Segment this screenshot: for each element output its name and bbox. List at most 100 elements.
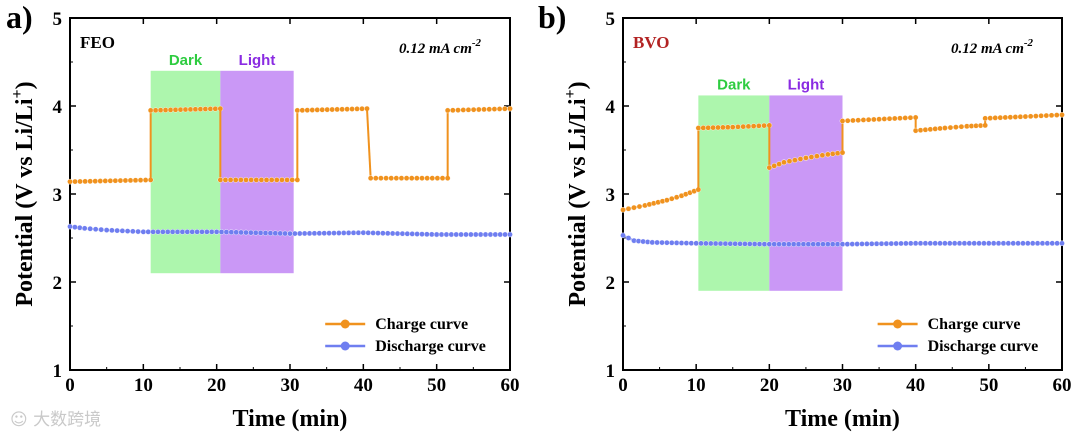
discharge-curve-point [76,224,83,231]
discharge-curve-point [956,240,963,247]
y-axis-label: Potential (V vs Li/Li+) [9,81,38,306]
discharge-curve-point [109,227,115,234]
y-tick-label: 2 [53,273,63,294]
discharge-curve-point [130,228,136,235]
discharge-curve-point [659,239,665,246]
x-tick-label: 20 [207,375,226,396]
region-dark [150,70,221,274]
charge-curve-point [309,107,316,113]
charge-curve-point [238,177,244,183]
discharge-curve-point [776,241,782,247]
discharge-curve-point [912,240,919,247]
discharge-curve-point [160,229,166,235]
discharge-curve-point [786,241,792,247]
charge-curve-point [137,177,144,183]
discharge-curve-point [820,241,826,247]
discharge-curve-point [849,241,856,247]
discharge-curve-point [262,230,269,236]
charge-curve-point [268,177,275,183]
charge-curve-point [294,107,301,114]
charge-curve-point [735,124,741,130]
discharge-curve-point [810,241,817,247]
y-tick-label: 4 [606,97,616,118]
y-axis-label: Potential (V vs Li/Li+) [562,81,591,306]
charge-curve-point [937,125,943,132]
discharge-curve-point [883,240,890,247]
charge-curve-point [289,177,296,183]
charge-curve-point [212,105,219,112]
discharge-curve-point [438,231,445,238]
charge-curve-point [455,107,461,113]
charge-curve-point [860,117,867,123]
charge-curve-point [803,155,809,161]
discharge-curve-point [375,230,381,236]
charge-curve-point [673,194,680,201]
charge-curve-point [349,106,355,112]
charge-curve-point [636,203,643,210]
charge-curve-point [1048,112,1055,119]
charge-curve-point [907,114,914,121]
charge-curve-point [814,153,820,159]
charge-curve-point [177,106,184,113]
charge-curve-point [398,175,405,181]
charge-curve-point [792,157,798,163]
y-tick-label: 4 [53,97,63,118]
discharge-curve-point [87,225,93,232]
charge-curve-point [414,175,420,181]
charge-curve-point [486,106,493,113]
discharge-curve-point [350,230,357,236]
discharge-curve-point [184,229,191,235]
charge-curve-point [1002,114,1009,121]
discharge-curve-point [942,240,948,247]
current-density-label: 0.12 mA cm-2 [951,37,1034,57]
legend-label-discharge-curve: Discharge curve [928,338,1039,355]
charge-curve-point [953,124,959,130]
charge-curve-point [383,175,389,181]
discharge-curve-point [472,231,479,238]
charge-curve-point [450,107,456,114]
discharge-curve-point [1049,240,1056,247]
discharge-curve-point [277,230,284,237]
charge-curve-point [273,177,280,183]
discharge-curve-point [267,230,274,236]
discharge-curve-point [124,228,131,234]
discharge-curve-point [1039,240,1046,247]
discharge-curve-point [301,230,308,237]
charge-curve-point [786,158,793,165]
discharge-curve-point [990,240,997,247]
discharge-curve-point [419,231,425,237]
discharge-curve-point [620,232,626,239]
charge-curve-point [127,177,134,184]
discharge-curve-point [409,231,416,237]
legend-marker-charge-curve [893,319,903,329]
discharge-curve-point [243,229,249,236]
charge-curve-point [434,175,441,181]
discharge-curve-point [693,240,699,247]
discharge-curve-point [458,231,464,238]
discharge-curve-point [119,228,126,234]
x-tick-label: 30 [281,375,300,396]
charge-curve-point [491,106,498,112]
charge-curve-point [112,177,119,184]
charge-curve-point [850,117,856,124]
charge-curve-point [855,117,861,124]
charge-curve-point [248,177,254,183]
discharge-curve-point [424,231,430,238]
discharge-curve-point [717,240,724,247]
discharge-curve-point [986,240,992,247]
discharge-curve-point [169,229,176,235]
charge-curve-point [97,178,104,184]
discharge-curve-point [815,241,821,247]
discharge-curve-point [922,240,929,247]
x-tick-label: 60 [1053,375,1072,396]
discharge-curve-point [164,229,171,235]
charge-curve-point [408,175,415,181]
charge-curve-point [142,177,149,183]
charge-curve-point [1033,113,1039,119]
y-tick-label: 1 [606,361,616,382]
charge-curve-point [947,124,954,131]
charge-curve-point [982,115,988,122]
watermark: ☺ 大数跨境 [10,405,101,430]
charge-curve-point [912,127,919,134]
charge-curve-point [766,164,773,171]
